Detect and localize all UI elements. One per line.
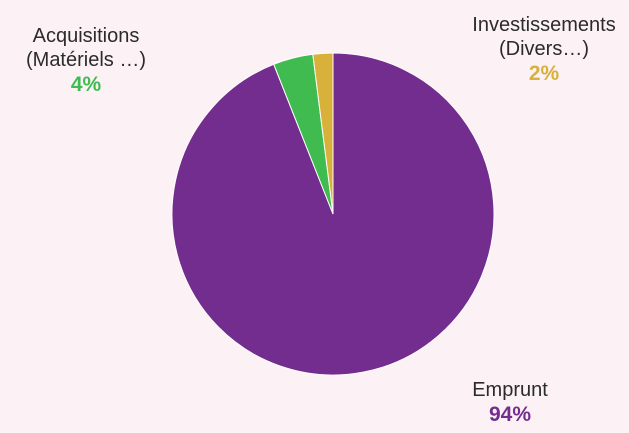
slice-label-acquisitions-line-2: (Matériels …) xyxy=(25,49,147,71)
slice-label-acquisitions-line-1: Acquisitions xyxy=(32,25,140,47)
slice-percent-investissements: 2% xyxy=(528,62,560,85)
slice-investissements xyxy=(312,52,334,215)
slice-label-acquisitions: Acquisitions (Matériels …) 4% xyxy=(26,24,146,97)
slice-label-investissements-line-1: Investissements xyxy=(472,14,616,36)
slice-label-investissements-line-2: (Divers…) xyxy=(498,38,589,60)
slice-percent-acquisitions: 4% xyxy=(70,73,102,96)
slice-label-emprunt: Emprunt 94% xyxy=(472,378,548,427)
slice-label-investissements: Investissements (Divers…) 2% xyxy=(472,13,615,86)
slice-percent-emprunt: 94% xyxy=(488,403,532,426)
slice-label-emprunt-line-1: Emprunt xyxy=(472,379,548,401)
